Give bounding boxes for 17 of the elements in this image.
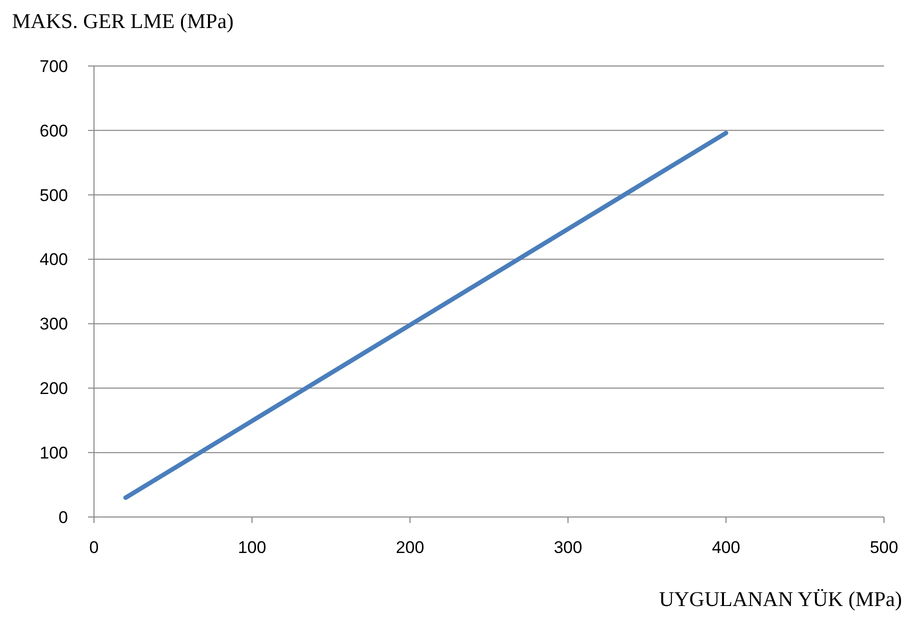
x-tick-label: 200 bbox=[396, 538, 424, 557]
y-tick-label: 400 bbox=[40, 250, 68, 270]
y-tick-label: 0 bbox=[58, 508, 68, 527]
y-tick-label: 700 bbox=[40, 56, 68, 76]
y-tick-label: 500 bbox=[40, 186, 68, 205]
x-axis-title: UYGULANAN YÜK (MPa) bbox=[658, 587, 902, 611]
y-tick-label: 200 bbox=[40, 379, 68, 398]
x-tick-label: 300 bbox=[554, 538, 582, 557]
x-tick-label: 100 bbox=[238, 538, 266, 557]
y-axis-title: MAKS. GER LME (MPa) bbox=[12, 9, 234, 33]
x-tick-label: 0 bbox=[89, 538, 99, 557]
x-tick-label: 500 bbox=[870, 538, 898, 557]
y-tick-label: 300 bbox=[40, 314, 68, 334]
x-tick-label: 400 bbox=[712, 538, 740, 557]
line-series bbox=[123, 130, 728, 500]
y-tick-label: 100 bbox=[40, 444, 68, 463]
y-tick-label: 600 bbox=[40, 121, 68, 140]
